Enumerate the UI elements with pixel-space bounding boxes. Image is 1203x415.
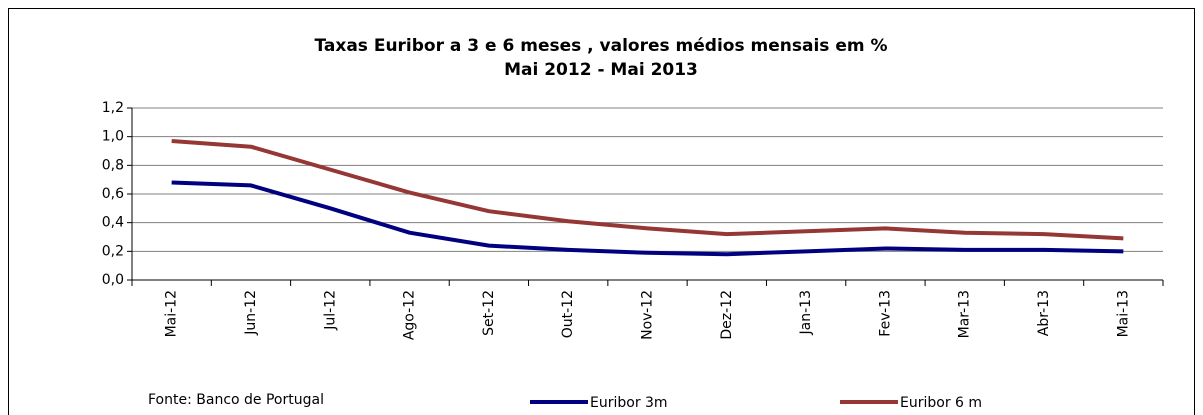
- source-note: Fonte: Banco de Portugal: [148, 392, 324, 408]
- x-tick-label: Mar-13: [957, 290, 973, 338]
- x-tick-label: Set-12: [481, 290, 497, 336]
- x-tick-label: Abr-13: [1036, 290, 1052, 336]
- x-tick-label: Jun-12: [243, 290, 259, 336]
- y-tick-label: 0,0: [102, 272, 124, 288]
- legend-label: Euribor 6 m: [900, 395, 982, 411]
- x-tick-label: Out-12: [560, 290, 576, 338]
- x-tick-label: Dez-12: [719, 290, 735, 340]
- legend-label: Euribor 3m: [590, 395, 668, 411]
- line-series: [171, 180, 1124, 257]
- y-tick-label: 0,4: [102, 215, 124, 231]
- x-tick-label: Nov-12: [640, 290, 656, 340]
- chart-title: Taxas Euribor a 3 e 6 meses , valores mé…: [314, 36, 887, 56]
- x-tick-label: Ago-12: [402, 290, 418, 340]
- chart-border: [8, 8, 1195, 415]
- x-tick-label: Jul-12: [322, 290, 338, 331]
- x-tick-label: Mai-13: [1115, 290, 1131, 337]
- chart-subtitle: Mai 2012 - Mai 2013: [504, 60, 698, 80]
- x-tick-label: Mai-12: [164, 290, 180, 337]
- line-series: [171, 138, 1124, 241]
- y-tick-label: 0,2: [102, 243, 124, 259]
- x-tick-label: Fev-13: [877, 290, 893, 337]
- y-tick-label: 0,6: [102, 186, 124, 202]
- y-tick-label: 1,2: [102, 100, 124, 116]
- x-tick-label: Jan-13: [798, 290, 814, 335]
- y-tick-label: 0,8: [102, 157, 124, 173]
- y-tick-label: 1,0: [102, 129, 124, 145]
